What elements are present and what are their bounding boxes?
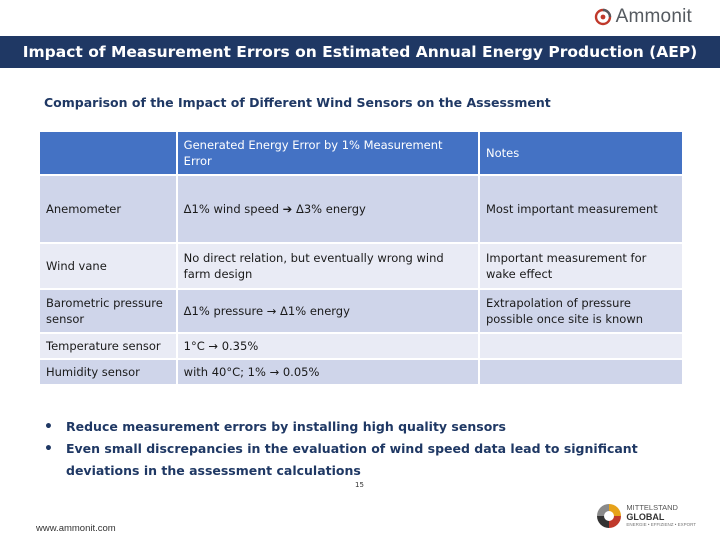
notes-cell: Most important measurement [479,176,682,242]
ammonit-logo-icon [594,8,612,26]
header-cell-sensor [40,132,176,174]
sensor-name-cell: Wind vane [40,244,176,288]
bullet-list: • Reduce measurement errors by installin… [44,416,694,482]
table-row: Humidity sensor with 40°C; 1% → 0.05% [40,360,682,384]
notes-cell: Extrapolation of pressure possible once … [479,290,682,332]
sensor-name-cell: Anemometer [40,176,176,242]
bullet-item: • Even small discrepancies in the evalua… [44,438,694,482]
sensor-name-cell: Temperature sensor [40,334,176,358]
ammonit-logo: Ammonit [594,6,692,28]
slide-title: Impact of Measurement Errors on Estimate… [22,43,698,61]
ammonit-logo-text: Ammonit [615,6,692,27]
energy-error-cell: No direct relation, but eventually wrong… [177,244,478,288]
bullet-text: Even small discrepancies in the evaluati… [66,441,638,478]
table-row: Wind vane No direct relation, but eventu… [40,244,682,288]
table-row: Temperature sensor 1°C → 0.35% [40,334,682,358]
notes-cell: Important measurement for wake effect [479,244,682,288]
bullet-dot-icon: • [44,419,53,435]
title-bar: Impact of Measurement Errors on Estimate… [0,36,720,68]
mittelstand-global-logo-text: MITTELSTAND GLOBAL ENERGIE • EFFIZIENZ •… [626,503,696,528]
slide-subtitle: Comparison of the Impact of Different Wi… [44,95,551,110]
bullet-item: • Reduce measurement errors by installin… [44,416,694,438]
sensor-name-cell: Humidity sensor [40,360,176,384]
bullet-dot-icon: • [44,441,53,457]
table-row: Barometric pressure sensor Δ1% pressure … [40,290,682,332]
energy-error-cell: Δ1% pressure → Δ1% energy [177,290,478,332]
mittelstand-global-logo-icon [596,503,622,529]
footer-url-link[interactable]: www.ammonit.com [36,523,116,534]
page-number: 15 [355,481,364,489]
notes-cell [479,334,682,358]
notes-cell [479,360,682,384]
sensor-name-cell: Barometric pressure sensor [40,290,176,332]
sensor-comparison-table: Generated Energy Error by 1% Measurement… [38,130,684,386]
energy-error-cell: with 40°C; 1% → 0.05% [177,360,478,384]
table-header-row: Generated Energy Error by 1% Measurement… [40,132,682,174]
mittelstand-global-logo: MITTELSTAND GLOBAL ENERGIE • EFFIZIENZ •… [596,503,696,529]
header-cell-energy-error: Generated Energy Error by 1% Measurement… [177,132,478,174]
bullet-text: Reduce measurement errors by installing … [66,419,506,434]
table-row: Anemometer Δ1% wind speed ➔ Δ3% energy M… [40,176,682,242]
energy-error-cell: Δ1% wind speed ➔ Δ3% energy [177,176,478,242]
energy-error-cell: 1°C → 0.35% [177,334,478,358]
header-cell-notes: Notes [479,132,682,174]
